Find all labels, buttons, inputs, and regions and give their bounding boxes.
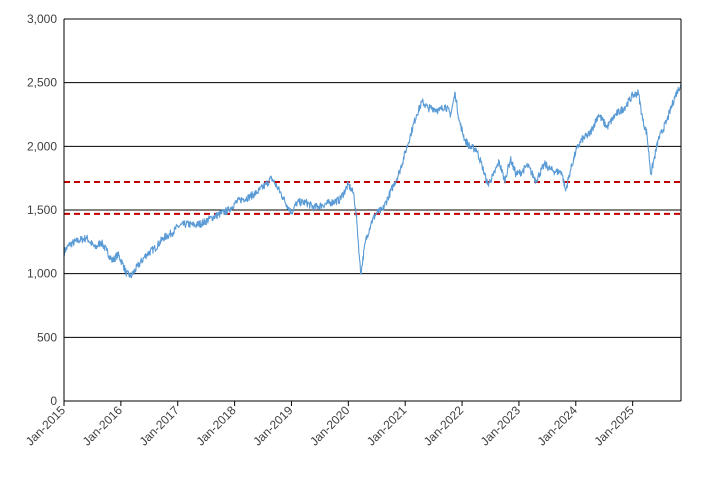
x-tick-label: Jan-2025: [591, 403, 637, 449]
reference-lines: [64, 180, 681, 215]
y-tick-label: 1,000: [27, 267, 57, 281]
x-axis-tick-labels: Jan-2015 Jan-2016 Jan-2017 Jan-2018 Jan-2019…: [23, 403, 637, 449]
axes: [63, 19, 682, 406]
y-tick-label: 1,500: [27, 203, 57, 217]
x-tick-label: Jan-2021: [364, 403, 410, 449]
series-layer: [63, 83, 682, 279]
y-tick-label: 0: [50, 394, 57, 408]
x-tick-label: Jan-2015: [23, 403, 69, 449]
y-tick-label: 2,000: [27, 139, 57, 153]
x-tick-label: Jan-2024: [535, 403, 581, 449]
y-axis-tick-labels: 0 500 1,000 1,500 2,000 2,500 3,000: [27, 12, 57, 408]
x-tick-label: Jan-2023: [478, 403, 524, 449]
x-tick-label: Jan-2019: [250, 403, 296, 449]
x-tick-label: Jan-2022: [421, 403, 467, 449]
series-line-1: [63, 83, 682, 279]
x-tick-label: Jan-2018: [193, 403, 239, 449]
x-tick-label: Jan-2017: [137, 403, 183, 449]
x-tick-label: Jan-2020: [307, 403, 353, 449]
y-tick-label: 3,000: [27, 12, 57, 26]
grid-layer: [64, 18, 681, 338]
y-tick-label: 500: [37, 330, 57, 344]
x-tick-label: Jan-2016: [80, 403, 126, 449]
y-tick-label: 2,500: [27, 76, 57, 90]
